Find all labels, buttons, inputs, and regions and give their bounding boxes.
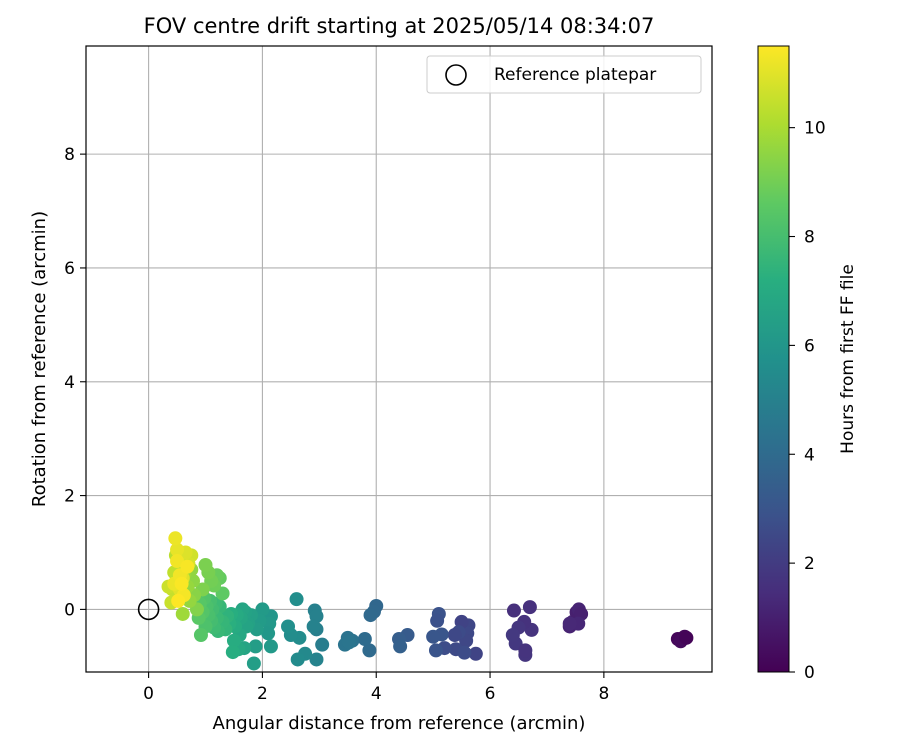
data-point: [357, 631, 372, 646]
data-point: [246, 656, 261, 671]
x-tick-label: 8: [598, 684, 609, 704]
x-axis-ticks: 0 2 4 6 8: [143, 672, 609, 704]
data-point: [506, 603, 521, 618]
data-point: [430, 613, 445, 628]
chart-title: FOV centre drift starting at 2025/05/14 …: [144, 14, 655, 38]
data-point: [226, 633, 241, 648]
data-point: [263, 639, 278, 654]
data-point: [426, 629, 441, 644]
x-tick-label: 2: [257, 684, 268, 704]
plot-area: 0 2 4 6 8 0 2 4 6 8: [64, 45, 713, 704]
y-tick-label: 2: [64, 487, 75, 507]
data-point: [562, 616, 577, 631]
data-point: [457, 645, 472, 660]
data-point: [174, 576, 189, 591]
colorbar-ticks: 0 2 4 6 8 10: [789, 119, 826, 683]
x-tick-label: 6: [485, 684, 496, 704]
legend-marker-reference: [445, 64, 467, 86]
legend-entry-reference: Reference platepar: [494, 65, 656, 85]
legend-box: [426, 55, 702, 94]
data-point: [518, 643, 533, 658]
data-point: [171, 593, 186, 608]
data-point: [225, 645, 240, 660]
legend: Reference platepar: [426, 55, 702, 94]
data-point: [306, 619, 321, 634]
colorbar-gradient: [757, 45, 790, 673]
data-point: [393, 639, 408, 654]
colorbar-tick-label: 4: [804, 445, 815, 465]
data-point: [679, 630, 694, 645]
colorbar-tick-label: 10: [804, 119, 826, 139]
data-points: [161, 531, 694, 671]
x-tick-label: 0: [143, 684, 154, 704]
data-point: [315, 637, 330, 652]
data-point: [170, 554, 185, 569]
y-tick-label: 4: [64, 373, 75, 393]
data-point: [362, 643, 377, 658]
data-point: [505, 628, 520, 643]
y-tick-label: 8: [64, 145, 75, 165]
y-axis-label: Rotation from reference (arcmin): [29, 211, 50, 507]
colorbar-tick-label: 2: [804, 554, 815, 574]
data-point: [447, 628, 462, 643]
y-axis-ticks: 0 2 4 6 8: [64, 145, 86, 620]
data-point: [248, 639, 263, 654]
reference-point-marker: [137, 598, 160, 621]
data-point: [290, 652, 305, 667]
data-point: [468, 646, 483, 661]
data-point: [168, 531, 183, 546]
colorbar: 0 2 4 6 8 10 Hours from first FF file: [757, 45, 858, 683]
data-point: [281, 619, 296, 634]
data-point: [309, 652, 324, 667]
colorbar-tick-label: 8: [804, 228, 815, 248]
data-point: [289, 592, 304, 607]
y-tick-label: 0: [64, 600, 75, 620]
y-tick-label: 6: [64, 259, 75, 279]
colorbar-tick-label: 6: [804, 336, 815, 356]
colorbar-label: Hours from first FF file: [838, 264, 858, 454]
data-point: [170, 542, 185, 557]
data-point: [522, 600, 537, 615]
data-point: [363, 608, 378, 623]
x-axis-label: Angular distance from reference (arcmin): [213, 713, 586, 734]
colorbar-tick-label: 0: [804, 663, 815, 683]
data-point: [175, 606, 190, 621]
data-point: [198, 558, 213, 573]
data-point: [428, 643, 443, 658]
data-point: [261, 626, 276, 641]
x-tick-label: 4: [371, 684, 382, 704]
data-point: [180, 559, 195, 574]
data-point: [255, 602, 270, 617]
data-point: [193, 628, 208, 643]
data-point: [341, 635, 356, 650]
plot-frame: [85, 45, 713, 673]
